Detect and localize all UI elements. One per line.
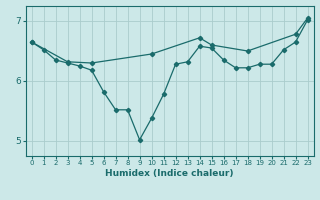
X-axis label: Humidex (Indice chaleur): Humidex (Indice chaleur) — [105, 169, 234, 178]
